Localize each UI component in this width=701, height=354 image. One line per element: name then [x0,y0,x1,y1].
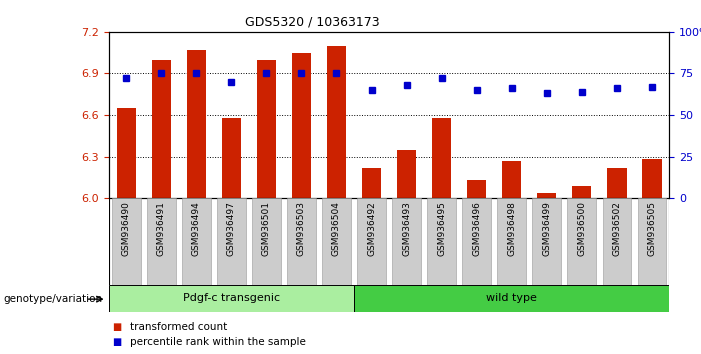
Text: GSM936492: GSM936492 [367,201,376,256]
Bar [642,159,662,198]
Text: GSM936505: GSM936505 [648,201,656,256]
Bar [151,59,171,198]
Bar [362,168,381,198]
Text: GSM936502: GSM936502 [613,201,621,256]
Text: genotype/variation: genotype/variation [4,294,102,304]
Bar [182,198,211,285]
Text: GSM936495: GSM936495 [437,201,446,256]
Bar [428,198,456,285]
Text: wild type: wild type [486,293,537,303]
Text: ■: ■ [112,322,121,332]
Bar [432,118,451,198]
Bar [292,53,311,198]
Text: GSM936490: GSM936490 [122,201,130,256]
Bar [533,198,561,285]
Bar [397,150,416,198]
Text: GSM936491: GSM936491 [157,201,165,256]
Text: GSM936504: GSM936504 [332,201,341,256]
Bar [638,198,666,285]
Bar [607,168,627,198]
Bar [287,198,315,285]
Bar [537,193,557,198]
Bar [393,198,421,285]
Bar [602,198,631,285]
Text: GSM936501: GSM936501 [262,201,271,256]
Bar [572,186,592,198]
Text: GSM936494: GSM936494 [192,201,200,256]
Bar [354,285,669,312]
Bar [567,198,596,285]
Bar [463,198,491,285]
Bar [116,108,136,198]
Bar [467,180,486,198]
Bar [112,198,140,285]
Text: GSM936497: GSM936497 [227,201,236,256]
Text: GSM936500: GSM936500 [578,201,586,256]
Text: percentile rank within the sample: percentile rank within the sample [130,337,306,347]
Bar [498,198,526,285]
Bar [252,198,280,285]
Text: GSM936499: GSM936499 [543,201,551,256]
Bar [327,46,346,198]
Bar [217,198,245,285]
Text: GDS5320 / 10363173: GDS5320 / 10363173 [245,16,380,29]
Text: GSM936503: GSM936503 [297,201,306,256]
Bar [357,198,386,285]
Text: Pdgf-c transgenic: Pdgf-c transgenic [183,293,280,303]
Bar [147,198,175,285]
Bar [109,285,354,312]
Bar [502,161,522,198]
Bar [257,59,276,198]
Bar [222,118,241,198]
Text: GSM936498: GSM936498 [508,201,516,256]
Bar [322,198,351,285]
Text: GSM936496: GSM936496 [472,201,481,256]
Text: GSM936493: GSM936493 [402,201,411,256]
Text: ■: ■ [112,337,121,347]
Text: transformed count: transformed count [130,322,227,332]
Bar [186,50,206,198]
